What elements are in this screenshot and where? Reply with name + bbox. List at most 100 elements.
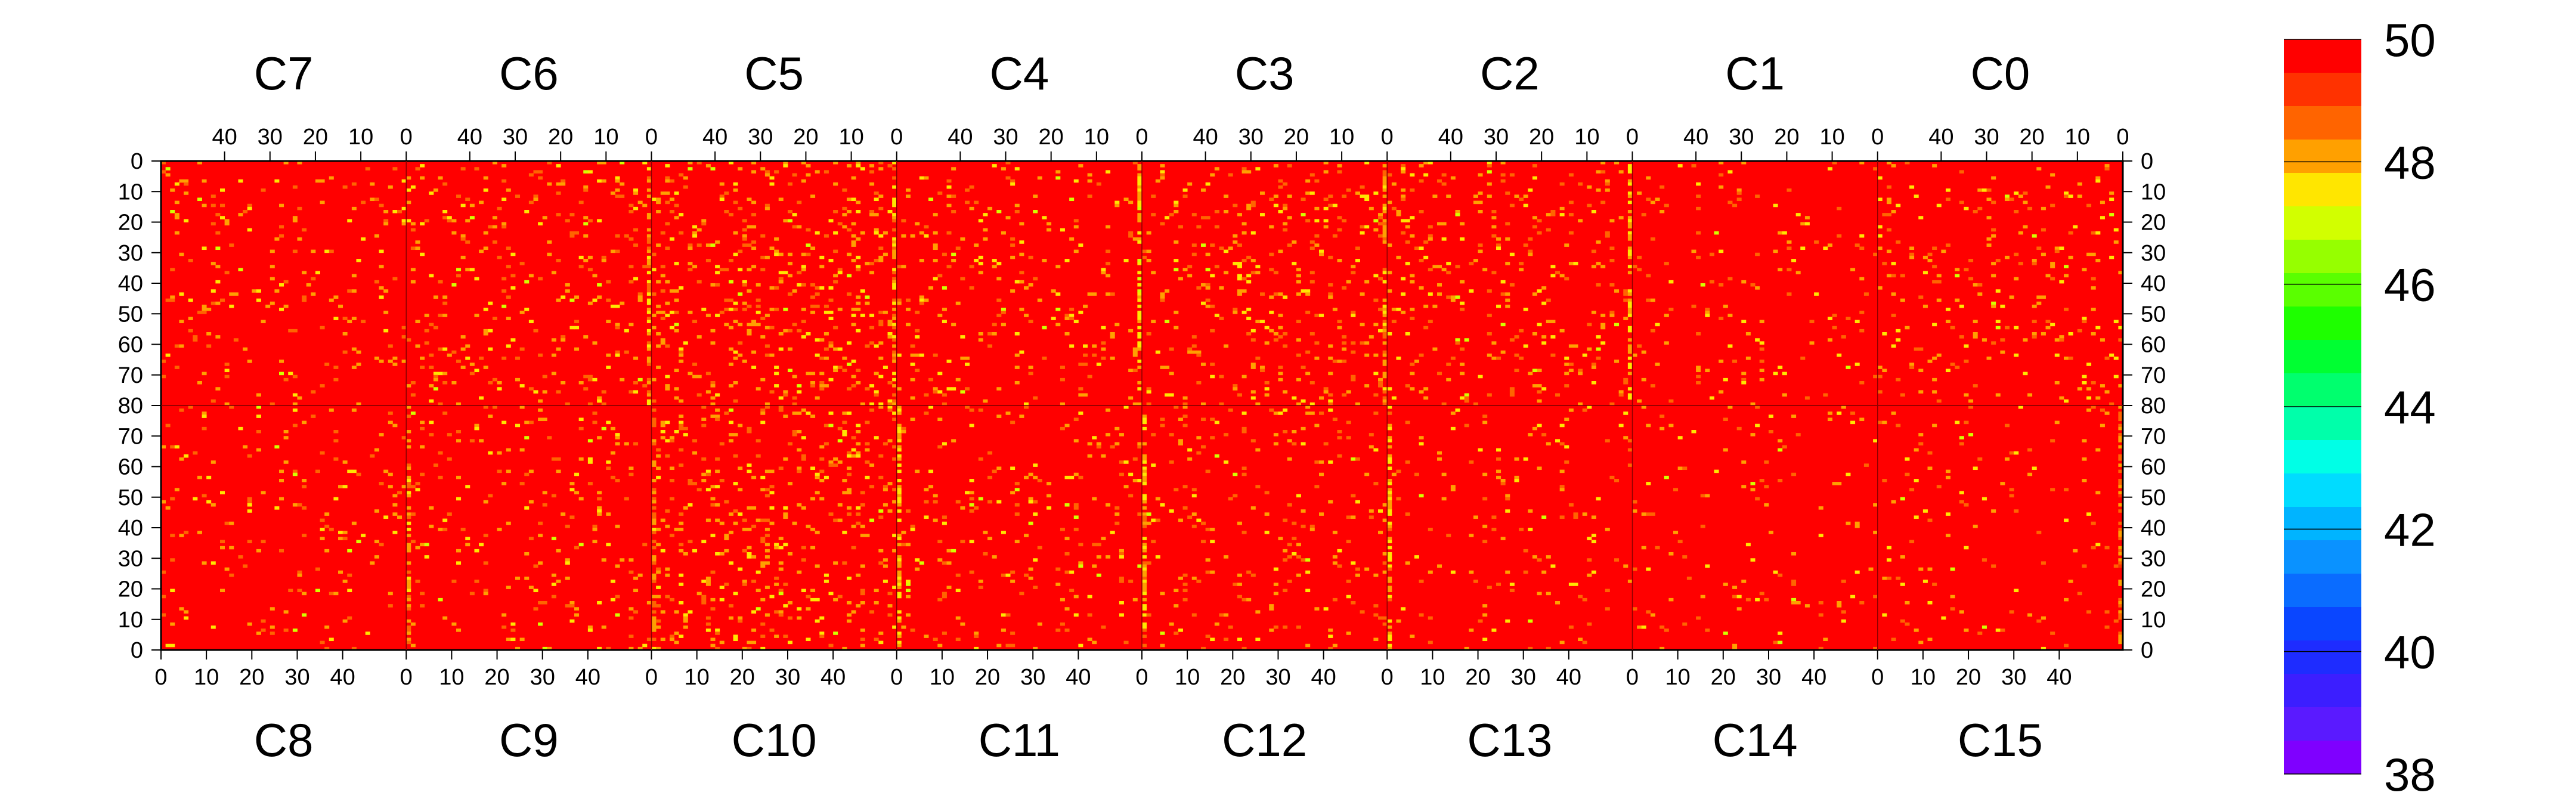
heatmap-cell xyxy=(833,182,838,186)
heatmap-cell xyxy=(247,228,252,232)
heatmap-cell xyxy=(565,402,570,406)
heatmap-cell xyxy=(1532,332,1537,336)
heatmap-cell xyxy=(1233,494,1238,498)
heatmap-cell xyxy=(1591,515,1596,519)
heatmap-cell xyxy=(1241,426,1247,431)
heatmap-cell xyxy=(1491,515,1497,519)
heatmap-cell xyxy=(324,646,330,651)
heatmap-cell xyxy=(1778,268,1783,271)
heatmap-cell xyxy=(983,237,988,241)
heatmap-cell xyxy=(1155,555,1160,559)
heatmap-cell xyxy=(764,203,770,208)
heatmap-cell xyxy=(1441,182,1447,186)
heatmap-cell xyxy=(1482,613,1488,617)
heatmap-cell xyxy=(1745,597,1751,602)
heatmap-cell xyxy=(960,357,965,360)
heatmap-cell xyxy=(1627,219,1633,222)
heatmap-cell xyxy=(905,589,911,593)
heatmap-cell xyxy=(1137,262,1143,265)
heatmap-cell xyxy=(769,326,775,330)
heatmap-cell xyxy=(1505,570,1510,574)
heatmap-cell xyxy=(769,176,775,180)
heatmap-cell xyxy=(760,634,766,638)
heatmap-cell xyxy=(1764,485,1769,488)
heatmap-cell xyxy=(2059,280,2064,284)
heatmap-cell xyxy=(1355,573,1360,577)
heatmap-cell xyxy=(919,298,924,302)
heatmap-cell xyxy=(1578,595,1583,599)
heatmap-cell xyxy=(1519,197,1524,202)
heatmap-cell xyxy=(379,482,384,485)
heatmap-cell xyxy=(696,335,702,339)
heatmap-cell xyxy=(769,390,775,394)
heatmap-cell xyxy=(1995,289,2001,293)
heatmap-cell xyxy=(1142,546,1147,550)
heatmap-cell xyxy=(646,298,652,302)
heatmap-cell xyxy=(224,374,230,379)
heatmap-cell xyxy=(896,583,902,586)
heatmap-cell xyxy=(1473,259,1478,262)
heatmap-cell xyxy=(1664,262,1669,265)
heatmap-cell xyxy=(1160,170,1165,174)
heatmap-cell xyxy=(406,637,411,642)
heatmap-cell xyxy=(1918,369,1924,373)
heatmap-cell xyxy=(701,580,707,583)
heatmap-cell xyxy=(1873,167,1878,171)
heatmap-cell xyxy=(742,237,747,241)
heatmap-cell xyxy=(1496,583,1501,586)
heatmap-cell xyxy=(1255,448,1261,452)
heatmap-cell xyxy=(1677,466,1683,470)
heatmap-cell xyxy=(1859,161,1865,165)
heatmap-cell xyxy=(883,485,888,488)
heatmap-cell xyxy=(1137,231,1143,235)
heatmap-cell xyxy=(1469,628,1474,632)
heatmap-cell xyxy=(1046,506,1052,510)
heatmap-cell xyxy=(1387,528,1392,531)
heatmap-cell xyxy=(1142,580,1147,583)
heatmap-cell xyxy=(224,521,230,525)
heatmap-cell xyxy=(492,317,497,320)
heatmap-cell xyxy=(1959,436,1964,439)
heatmap-cell xyxy=(1668,399,1674,403)
heatmap-cell xyxy=(756,387,761,391)
heatmap-cell xyxy=(1469,460,1474,464)
x-tick-label: 30 xyxy=(503,125,528,150)
heatmap-cell xyxy=(1973,466,1978,470)
heatmap-cell xyxy=(1659,646,1665,651)
heatmap-cell xyxy=(810,304,816,308)
heatmap-cell xyxy=(1932,357,1937,360)
heatmap-cell xyxy=(892,350,897,354)
heatmap-cell xyxy=(983,552,988,556)
heatmap-cell xyxy=(1305,589,1311,593)
heatmap-cell xyxy=(996,414,1002,418)
heatmap-cell xyxy=(279,283,284,287)
heatmap-cell xyxy=(1936,298,1942,302)
heatmap-cell xyxy=(1364,194,1370,198)
heatmap-cell xyxy=(1255,167,1261,171)
heatmap-cell xyxy=(2109,402,2114,406)
heatmap-cell xyxy=(1941,249,1946,253)
heatmap-cell xyxy=(628,646,634,651)
heatmap-cell xyxy=(883,231,888,235)
heatmap-cell xyxy=(1446,262,1451,265)
heatmap-cell xyxy=(247,206,252,210)
heatmap-cell xyxy=(724,534,729,537)
heatmap-cell xyxy=(501,289,507,293)
heatmap-cell xyxy=(738,512,743,516)
heatmap-cell xyxy=(969,185,974,189)
heatmap-cell xyxy=(424,329,429,333)
heatmap-cell xyxy=(887,381,893,385)
heatmap-cell xyxy=(2032,332,2037,336)
heatmap-cell xyxy=(406,338,411,342)
heatmap-cell xyxy=(1142,561,1147,565)
heatmap-cell xyxy=(1309,246,1315,250)
heatmap-cell xyxy=(1450,488,1456,491)
heatmap-cell xyxy=(933,243,938,247)
heatmap-cell xyxy=(1959,500,1964,504)
heatmap-cell xyxy=(996,314,1002,317)
heatmap-cell xyxy=(801,161,806,165)
heatmap-cell xyxy=(1723,377,1728,382)
heatmap-cell xyxy=(774,252,779,256)
heatmap-cell xyxy=(1360,185,1365,189)
heatmap-cell xyxy=(2100,384,2105,388)
